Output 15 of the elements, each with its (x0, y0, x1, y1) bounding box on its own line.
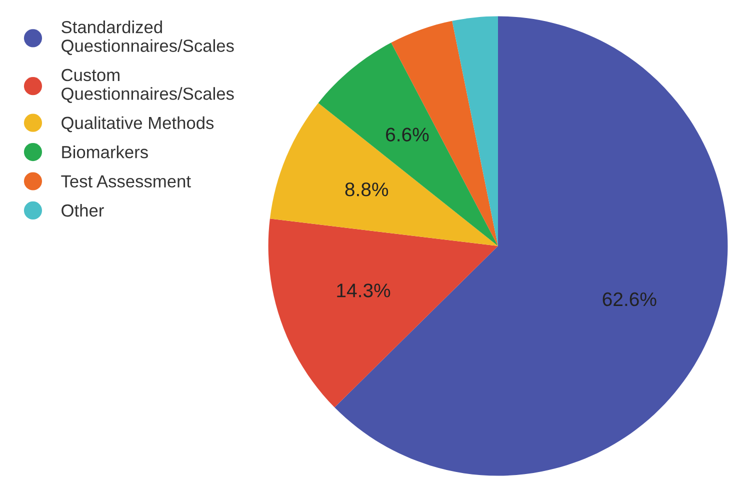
legend-label: Standardized Questionnaires/Scales (62, 20, 234, 56)
legend-label: Biomarkers (62, 146, 148, 158)
data-label: 6.6% (386, 128, 429, 142)
legend-label: Custom Questionnaires/Scales (62, 68, 234, 103)
pie-slice (270, 102, 498, 246)
legend-label: Other (62, 204, 104, 217)
data-label: 8.8% (345, 182, 388, 196)
pie-slice (334, 16, 728, 476)
legend-label: Qualitative Methods (62, 116, 214, 132)
pie-slice (452, 16, 498, 246)
legend-label: Test Assessment (61, 175, 191, 188)
pie-slice (268, 218, 498, 408)
data-label: 62.6% (602, 292, 656, 306)
data-label: 14.3% (337, 284, 390, 298)
pie-slice (318, 42, 498, 246)
